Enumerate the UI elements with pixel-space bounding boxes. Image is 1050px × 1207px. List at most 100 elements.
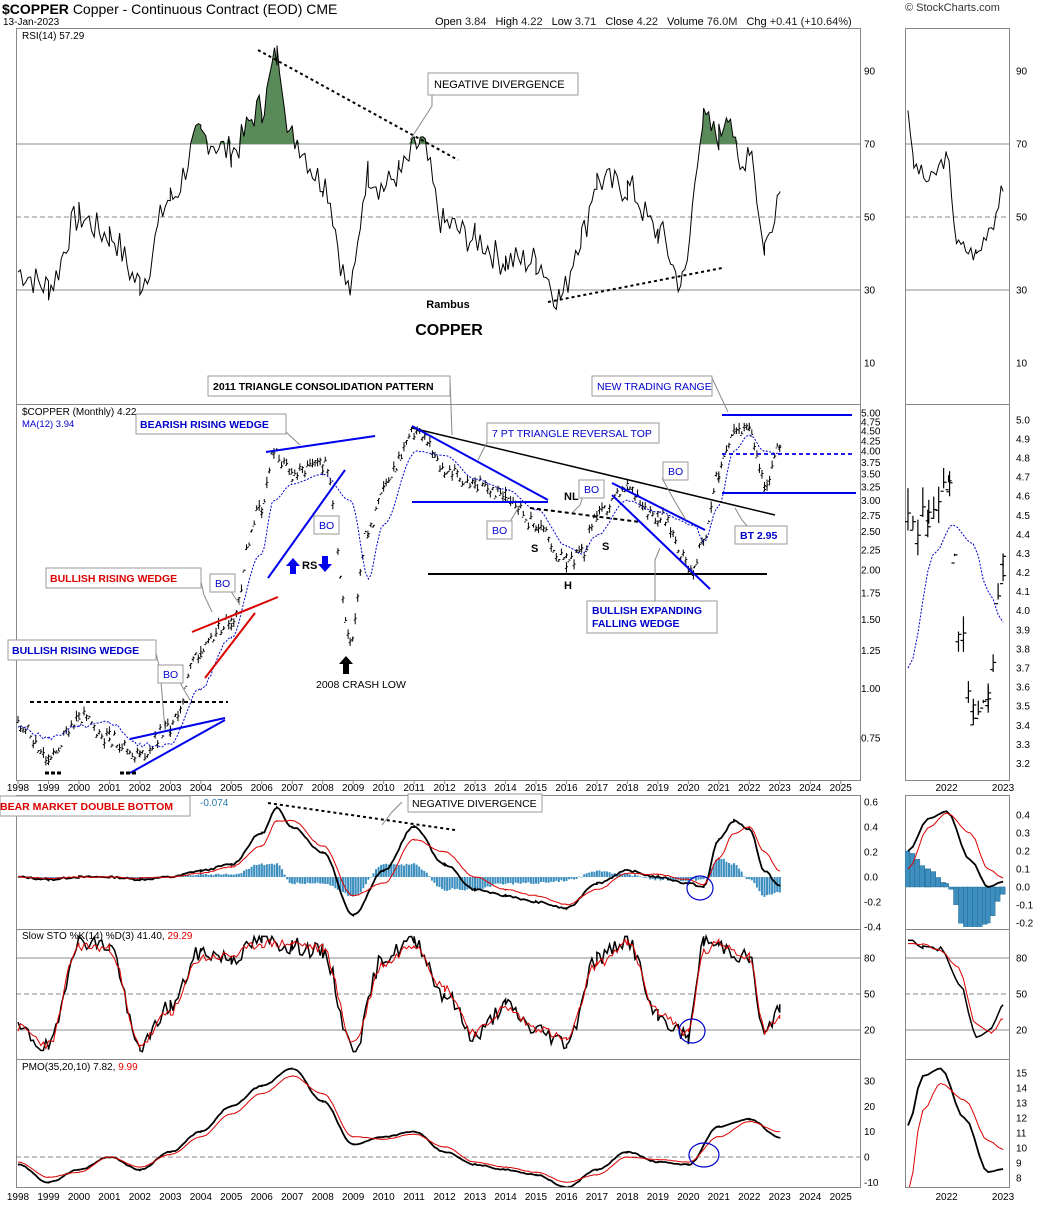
zoom-year-label-bottom: 2022 (935, 1192, 958, 1203)
chart-title: $COPPER Copper - Continuous Contract (EO… (2, 1, 337, 17)
panel-frames (16, 28, 1010, 1188)
rsi-divergence-line (257, 49, 459, 161)
macd-histogram-bar (590, 871, 593, 877)
year-label-middle: 1998 (7, 783, 30, 794)
zoom-rsi-tick-label: 70 (1016, 140, 1028, 151)
macd-histogram-bar (339, 877, 342, 892)
year-label-bottom: 2019 (647, 1192, 670, 1203)
macd-histogram-bar (479, 877, 482, 889)
seven-pt-triangle-upper (411, 425, 549, 501)
macd-histogram-bar (717, 857, 720, 877)
macd-histogram-bar (316, 877, 319, 883)
year-label-middle: 2005 (220, 783, 243, 794)
macd-histogram-bar (400, 864, 403, 877)
rs-down-arrow-icon (318, 556, 332, 572)
zoom-price-tick-label: 4.5 (1016, 511, 1030, 522)
macd-histogram-bar (773, 877, 776, 893)
zoom-price-tick-label: 3.8 (1016, 644, 1030, 655)
macd-histogram-bar (672, 877, 675, 881)
price-tick-label: 2.25 (861, 545, 881, 556)
bearish-wedge-upper (265, 435, 376, 453)
macd-histogram-bar (405, 863, 408, 877)
zoom-price-tick-label: 4.8 (1016, 454, 1030, 465)
pmo-tick-label: -10 (864, 1178, 879, 1189)
macd-histogram-bar (369, 877, 372, 878)
year-label-bottom: 2009 (342, 1192, 365, 1203)
macd-histogram-bar (344, 877, 347, 894)
zoom-price-tick-label: 3.6 (1016, 683, 1030, 694)
price-tick-label: 1.50 (861, 615, 881, 626)
macd-histogram-bar (235, 873, 238, 877)
macd-histogram-bar (595, 870, 598, 877)
zoom-macd-tick-label: -0.2 (1016, 919, 1034, 930)
macd-histogram-bar (537, 877, 540, 884)
sto-tick-label: 20 (864, 1026, 876, 1037)
macd-histogram-bar (263, 865, 266, 877)
macd-histogram-bar (133, 877, 136, 879)
zoom-macd-histogram-bar (953, 886, 959, 905)
macd-histogram-bar (39, 877, 42, 879)
zoom-pmo-group (907, 1067, 1004, 1187)
macd-histogram-bar (578, 876, 581, 878)
year-label-bottom: 2012 (433, 1192, 456, 1203)
macd-histogram-bar (585, 873, 588, 877)
zoom-macd-tick-label: 0.2 (1016, 847, 1030, 858)
sto-d-line (17, 937, 781, 1051)
sto-layer (17, 933, 781, 1053)
macd-histogram-bar (202, 874, 205, 877)
macd-histogram-bar (634, 874, 637, 877)
macd-histogram-bar (540, 877, 543, 882)
macd-histogram-bar (237, 873, 240, 877)
year-label-middle: 2019 (647, 783, 670, 794)
macd-histogram-bar (309, 877, 312, 884)
macd-histogram-bar (435, 877, 438, 887)
year-label-middle: 2013 (464, 783, 487, 794)
callout-bo-3 (313, 515, 340, 535)
zoom-pmo-signal (908, 1082, 1004, 1187)
macd-histogram-bar (689, 877, 692, 881)
year-label-bottom: 1999 (37, 1192, 60, 1203)
zoom-sto-tick-label: 50 (1016, 990, 1028, 1001)
macd-histogram-bar (347, 877, 350, 896)
macd-histogram-bar (189, 875, 192, 877)
macd-histogram-bar (199, 874, 202, 877)
macd-histogram-bar (601, 871, 604, 877)
macd-cross-circle (686, 875, 714, 901)
macd-histogram-bar (468, 877, 471, 889)
price-tick-label: 4.00 (861, 447, 881, 458)
macd-histogram-bar (740, 871, 743, 877)
rsi-tick-label: 70 (864, 140, 876, 151)
macd-histogram-bar (245, 869, 248, 877)
text-new-trading-range: NEW TRADING RANGE (597, 381, 712, 393)
macd-histogram-bar (443, 877, 446, 889)
macd-histogram-bar (550, 877, 553, 882)
macd-histogram-bar (555, 877, 558, 881)
macd-histogram-bar (753, 877, 756, 884)
macd-histogram-bar (298, 877, 301, 884)
zoom-macd-histogram-bar (943, 883, 949, 888)
panel-labels: RSI(14) 57.29 $COPPER (Monthly) 4.22 MA(… (22, 31, 229, 1073)
macd-histogram-bar (725, 861, 728, 877)
macd-tick-label: 0.4 (864, 823, 878, 834)
sto-tick-label: 50 (864, 990, 876, 1001)
rsi-overbought-fill (18, 45, 780, 144)
zoom-price-tick-label: 4.1 (1016, 587, 1030, 598)
macd-histogram-bar (529, 877, 532, 884)
macd-histogram-bar (654, 877, 657, 881)
macd-histogram-bar (669, 877, 672, 881)
text-rambus: Rambus (426, 299, 469, 311)
macd-histogram-bar (375, 869, 378, 877)
macd-histogram-bar (184, 875, 187, 877)
year-label-middle: 2010 (373, 783, 396, 794)
macd-histogram-bar (583, 874, 586, 877)
macd-histogram-bar (319, 877, 322, 884)
price-tick-label: 2.00 (861, 565, 881, 576)
macd-histogram-bar (448, 877, 451, 890)
macd-histogram-bar (750, 877, 753, 881)
macd-histogram-bar (639, 876, 642, 877)
zoom-rsi-tick-label: 90 (1016, 67, 1028, 78)
text-bo-4: BO (492, 525, 507, 537)
macd-histogram-bar (42, 877, 45, 878)
text-expanding-wedge-1: BULLISH EXPANDING (592, 605, 702, 617)
blue-wedge-lower (129, 719, 226, 774)
